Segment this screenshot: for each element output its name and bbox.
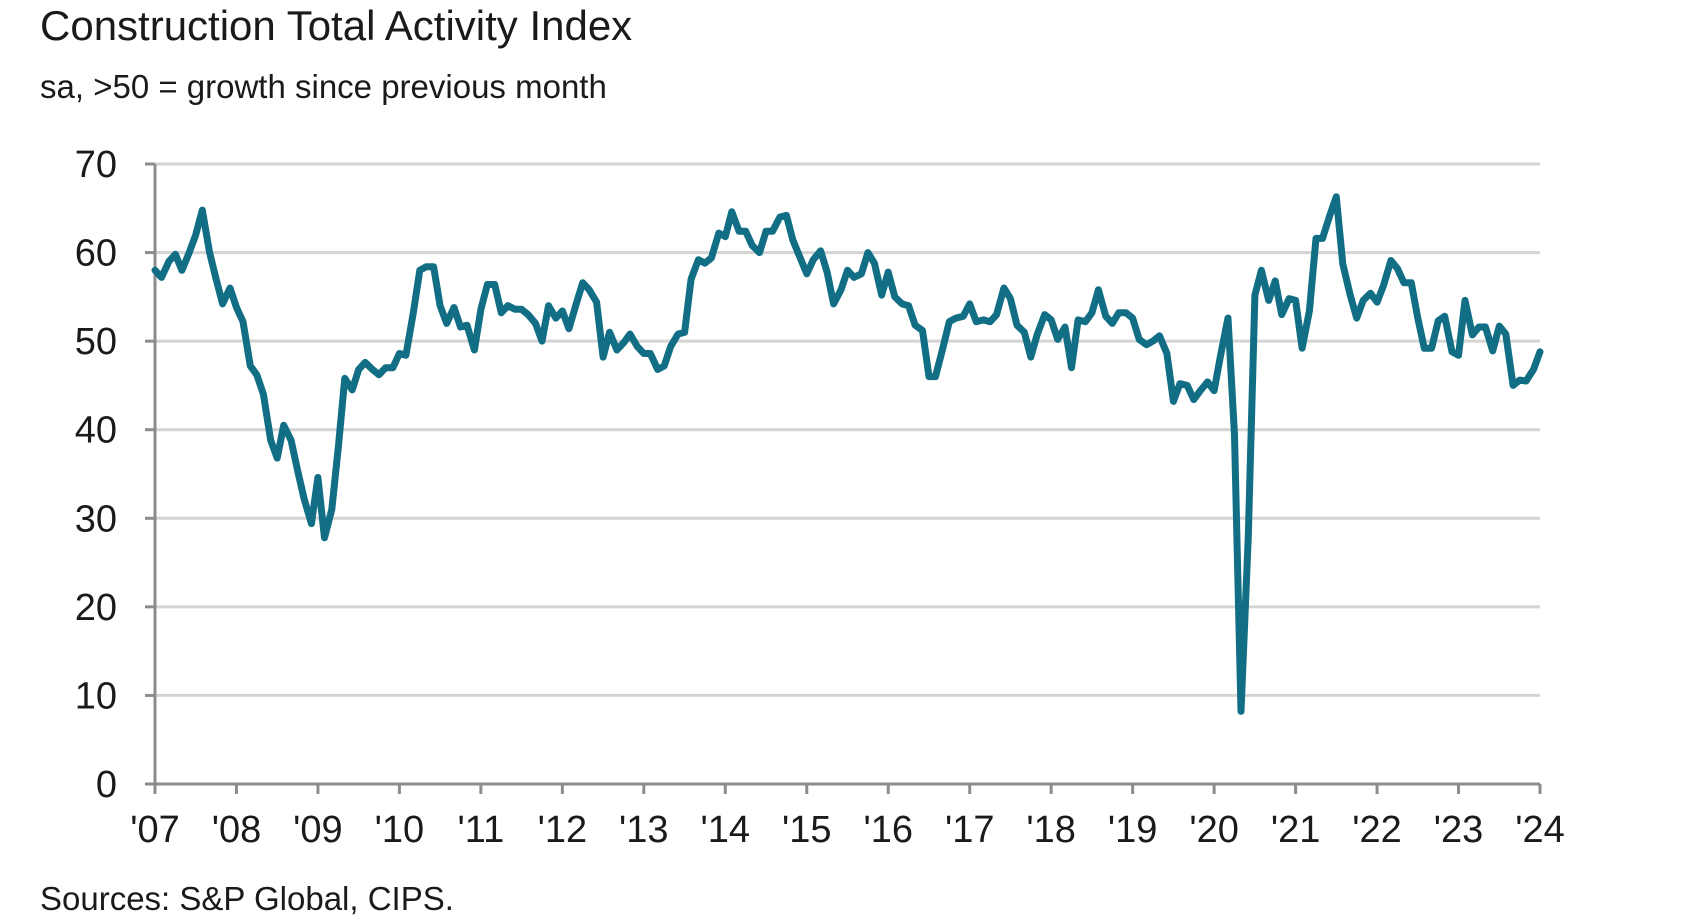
x-tick-label: '13	[619, 809, 669, 851]
x-tick-label: '12	[538, 809, 588, 851]
series-line-0	[151, 193, 1544, 715]
y-tick-label: 10	[75, 675, 117, 717]
y-tick-label: 70	[75, 144, 117, 186]
y-tick-label: 20	[75, 587, 117, 629]
source-note: Sources: S&P Global, CIPS.	[40, 880, 454, 917]
x-tick-label: '22	[1352, 809, 1402, 851]
x-tick-label: '18	[1026, 809, 1076, 851]
series-layer	[151, 193, 1544, 715]
x-tick-label: '08	[212, 809, 262, 851]
x-tick-label: '16	[863, 809, 913, 851]
x-tick-label: '11	[458, 809, 505, 851]
x-tick-label: '19	[1108, 809, 1158, 851]
x-tick-label: '07	[130, 809, 180, 851]
x-tick-label: '21	[1271, 809, 1321, 851]
tick-labels: 0 10 20 30 40 50 60 70 '07 '08 '09 '10 '11 '12 '13 '14 '…	[75, 144, 1565, 851]
chart-title: Construction Total Activity Index	[40, 2, 633, 49]
x-tick-label: '15	[782, 809, 832, 851]
y-tick-label: 40	[75, 410, 117, 452]
y-tick-label: 60	[75, 233, 117, 275]
x-tick-label: '24	[1515, 809, 1565, 851]
y-tick-label: 30	[75, 498, 117, 540]
x-tick-label: '23	[1434, 809, 1484, 851]
y-tick-label: 50	[75, 321, 117, 363]
x-tick-label: '20	[1189, 809, 1239, 851]
x-tick-label: '10	[375, 809, 425, 851]
x-tick-label: '09	[293, 809, 343, 851]
chart-subtitle: sa, >50 = growth since previous month	[40, 68, 607, 105]
axes	[145, 162, 1542, 794]
gridlines	[155, 162, 1540, 697]
x-tick-label: '14	[701, 809, 751, 851]
y-tick-label: 0	[96, 764, 117, 806]
x-tick-label: '17	[945, 809, 995, 851]
